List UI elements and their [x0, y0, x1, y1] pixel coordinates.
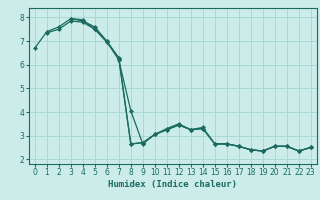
X-axis label: Humidex (Indice chaleur): Humidex (Indice chaleur)	[108, 180, 237, 189]
